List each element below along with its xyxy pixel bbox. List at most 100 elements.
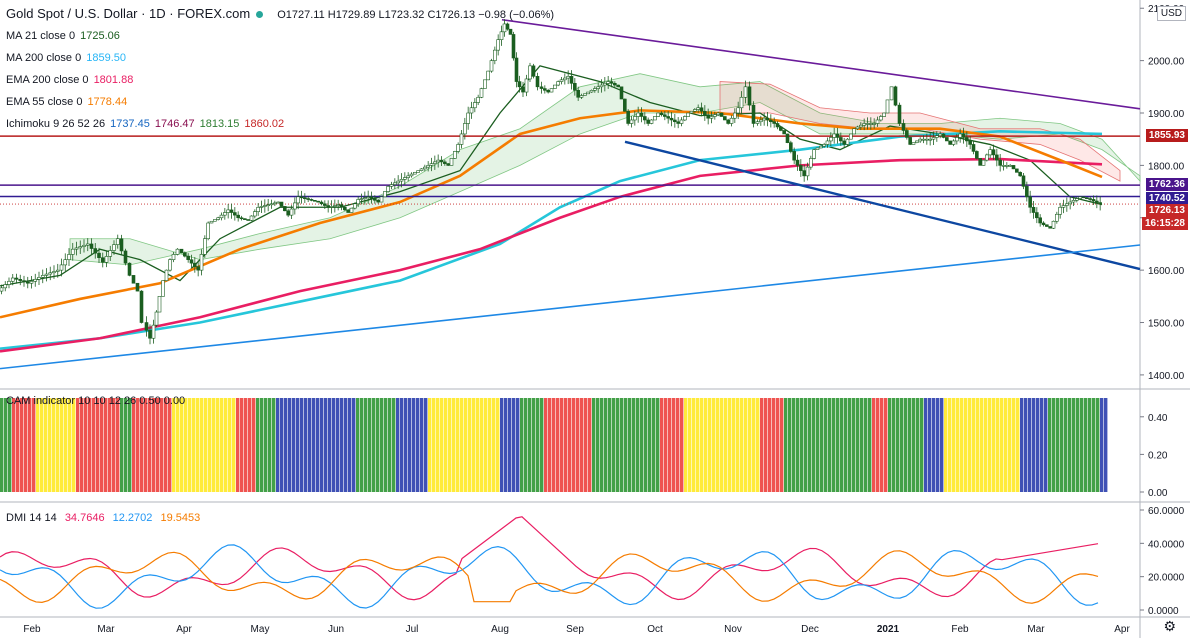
- candle-body: [253, 211, 257, 217]
- candle-body: [747, 86, 752, 106]
- candle-body: [233, 212, 237, 216]
- cam-bar: [676, 398, 680, 492]
- cam-bar: [424, 398, 428, 492]
- candle-body: [366, 196, 370, 199]
- candle-body: [343, 206, 347, 211]
- dmi-line-minus[interactable]: [0, 550, 1099, 604]
- candle-body: [67, 254, 71, 260]
- cam-bar: [80, 398, 84, 492]
- dmi-legend[interactable]: DMI 14 14 34.7646 12.2702 19.5453: [6, 512, 205, 524]
- cam-bar: [172, 398, 176, 492]
- candle-body: [299, 196, 304, 199]
- candle-body: [1035, 212, 1039, 219]
- candle-body: [396, 180, 400, 184]
- cam-bar: [64, 398, 68, 492]
- indicator-legend[interactable]: EMA 200 close 0 1801.88: [6, 74, 138, 86]
- candle-body: [508, 28, 513, 35]
- currency-button[interactable]: USD: [1156, 6, 1186, 21]
- cam-bar: [540, 398, 544, 492]
- candle-body: [1048, 226, 1052, 229]
- indicator-legend[interactable]: EMA 55 close 0 1778.44: [6, 96, 132, 108]
- cam-bar: [216, 398, 220, 492]
- cam-bar: [512, 398, 516, 492]
- cam-bar: [1076, 398, 1080, 492]
- trendline[interactable]: [624, 140, 1141, 271]
- cam-bar: [492, 398, 496, 492]
- cam-bar: [244, 398, 248, 492]
- candle-body: [199, 254, 204, 271]
- indicator-legend[interactable]: MA 200 close 0 1859.50: [6, 52, 131, 64]
- cam-bar: [856, 398, 860, 492]
- cam-legend[interactable]: CAM indicator 10 10 12 26 0.50 0.00: [6, 395, 190, 407]
- candle-body: [29, 280, 34, 284]
- price-tick-label: 1600.00: [1148, 266, 1185, 277]
- cam-bar: [472, 398, 476, 492]
- candle-body: [603, 83, 607, 86]
- candle-body: [333, 205, 337, 207]
- candle-body: [623, 98, 627, 112]
- cam-bar: [200, 398, 204, 492]
- candle-body: [489, 60, 494, 72]
- cam-bar: [1068, 398, 1072, 492]
- cam-bar: [884, 398, 888, 492]
- candle-body: [323, 203, 327, 206]
- candle-body: [1008, 165, 1012, 167]
- dmi-line-adx[interactable]: [0, 516, 1099, 601]
- candle-body: [456, 144, 460, 152]
- candle-body: [511, 34, 516, 59]
- candle-body: [213, 219, 217, 222]
- candle-body: [528, 65, 532, 80]
- dmi-line-plus[interactable]: [0, 544, 1099, 609]
- cam-bar: [384, 398, 388, 492]
- cam-bar: [1012, 398, 1016, 492]
- symbol-title[interactable]: Gold Spot / U.S. Dollar · 1D · FOREX.com: [6, 6, 251, 21]
- cam-bar: [1040, 398, 1044, 492]
- time-axis-label: Apr: [1114, 624, 1130, 635]
- cam-bar: [1096, 398, 1100, 492]
- indicator-value: 1737.45: [110, 118, 150, 130]
- indicator-value: 1860.02: [244, 118, 285, 130]
- candle-body: [151, 324, 156, 339]
- candle-body: [63, 259, 68, 266]
- candle-body: [521, 86, 525, 93]
- candle-body: [154, 311, 159, 326]
- cam-bar: [732, 398, 736, 492]
- overlay-ma-200[interactable]: [0, 130, 1103, 351]
- cam-bar: [976, 398, 980, 492]
- candle-body: [669, 117, 674, 121]
- cam-bar: [848, 398, 852, 492]
- cam-bar: [252, 398, 256, 492]
- cam-bar: [828, 398, 832, 492]
- dmi-tick-label: 40.0000: [1148, 539, 1185, 550]
- candle-body: [553, 84, 557, 89]
- cam-bar: [152, 398, 156, 492]
- candle-body: [243, 218, 247, 220]
- settings-gear-icon[interactable]: ⚙: [1163, 618, 1176, 634]
- candle-body: [48, 272, 53, 275]
- candle-body: [809, 158, 813, 168]
- indicator-legend[interactable]: Ichimoku 9 26 52 26 1737.45 1746.47 1813.15…: [6, 118, 289, 130]
- candle-body: [563, 77, 567, 81]
- cam-bar: [104, 398, 108, 492]
- trendline[interactable]: [501, 18, 1141, 110]
- indicator-legend[interactable]: MA 21 close 0 1725.06: [6, 30, 125, 42]
- candle-body: [889, 86, 894, 101]
- cam-bar: [8, 398, 12, 492]
- candle-body: [1088, 198, 1092, 200]
- trendline[interactable]: [0, 244, 1141, 370]
- overlay-ema-200[interactable]: [0, 157, 1103, 353]
- cam-bar: [868, 398, 872, 492]
- cam-bar: [632, 398, 636, 492]
- cam-bar: [1100, 398, 1104, 492]
- candle-body: [1015, 168, 1019, 173]
- cam-bar: [764, 398, 768, 492]
- candle-body: [473, 102, 477, 109]
- candle-body: [931, 137, 936, 140]
- candle-body: [423, 166, 427, 170]
- candle-body: [686, 112, 690, 117]
- cam-bar: [812, 398, 816, 492]
- price-tick-label: 1900.00: [1148, 109, 1185, 120]
- candle-body: [55, 269, 60, 272]
- candle-body: [689, 110, 694, 114]
